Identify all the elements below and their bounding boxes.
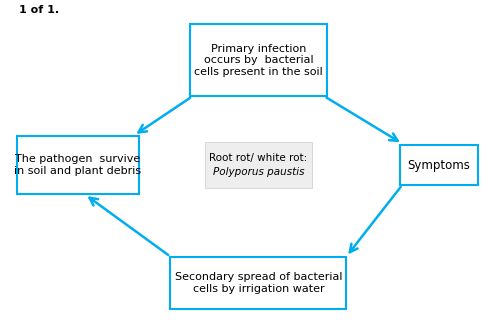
FancyBboxPatch shape bbox=[170, 257, 346, 309]
Text: Polyporus paustis: Polyporus paustis bbox=[213, 167, 304, 177]
Text: The pathogen  survive
in soil and plant debris: The pathogen survive in soil and plant d… bbox=[14, 154, 141, 176]
Text: 1 of 1.: 1 of 1. bbox=[19, 5, 59, 15]
Text: Symptoms: Symptoms bbox=[408, 158, 471, 172]
Text: Root rot/ white rot:: Root rot/ white rot: bbox=[209, 153, 307, 163]
Text: Secondary spread of bacterial
cells by irrigation water: Secondary spread of bacterial cells by i… bbox=[175, 272, 342, 294]
FancyBboxPatch shape bbox=[205, 142, 312, 188]
Text: Primary infection
occurs by  bacterial
cells present in the soil: Primary infection occurs by bacterial ce… bbox=[194, 44, 323, 77]
FancyBboxPatch shape bbox=[400, 146, 478, 184]
FancyBboxPatch shape bbox=[190, 24, 327, 96]
FancyBboxPatch shape bbox=[17, 136, 139, 194]
